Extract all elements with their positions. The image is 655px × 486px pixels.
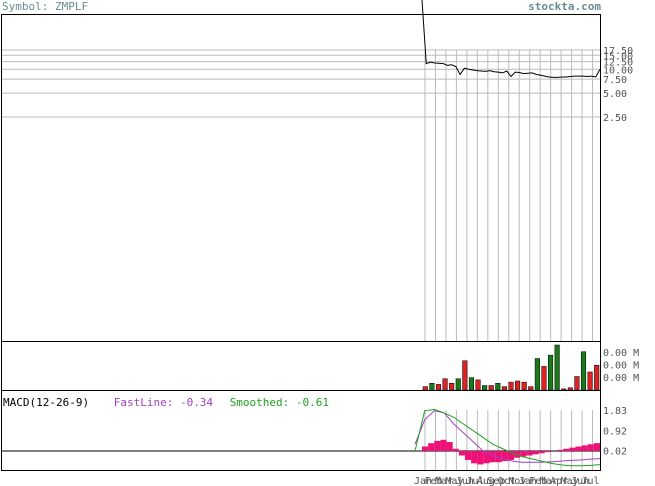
month-label: Jan bbox=[414, 476, 432, 486]
volume-bar bbox=[468, 377, 474, 391]
price-panel-frame bbox=[1, 14, 601, 342]
volume-bar bbox=[429, 383, 435, 391]
volume-bar bbox=[567, 387, 573, 391]
price-axis-label: 17.50 bbox=[603, 46, 633, 57]
macd-fast-line bbox=[414, 410, 601, 463]
volume-bar bbox=[449, 383, 455, 391]
macd-histogram-bar bbox=[495, 451, 502, 463]
month-label: Feb bbox=[424, 476, 442, 486]
macd-histogram-bar bbox=[471, 451, 478, 464]
macd-histogram-bar bbox=[538, 451, 545, 454]
macd-histogram-bar bbox=[526, 451, 533, 456]
volume-bar bbox=[442, 378, 448, 391]
volume-bar bbox=[515, 380, 521, 391]
month-label: Jun bbox=[456, 476, 474, 486]
month-label: Aug bbox=[477, 476, 495, 486]
volume-bar bbox=[501, 386, 507, 391]
macd-histogram-bar bbox=[422, 446, 429, 451]
macd-title-row: MACD(12-26-9) FastLine: -0.34 Smoothed: … bbox=[3, 396, 329, 409]
macd-histogram-bar bbox=[575, 446, 582, 451]
macd-axis-label: 0.92 bbox=[603, 426, 627, 437]
macd-panel-frame bbox=[1, 390, 601, 471]
price-axis-label: 5.00 bbox=[603, 89, 627, 100]
macd-histogram-bar bbox=[563, 448, 570, 451]
volume-bar bbox=[495, 383, 501, 391]
macd-histogram-bar bbox=[581, 445, 588, 451]
macd-histogram-bar bbox=[440, 439, 447, 451]
month-label: May bbox=[561, 476, 579, 486]
macd-histogram-bar bbox=[532, 451, 539, 455]
macd-histogram-bar bbox=[477, 451, 484, 465]
price-axis-label: 15.00 bbox=[603, 51, 633, 62]
price-axis-label: 7.50 bbox=[603, 75, 627, 86]
price-axis-label: 12.50 bbox=[603, 58, 633, 69]
macd-label: MACD(12-26-9) bbox=[3, 396, 90, 409]
volume-bar bbox=[541, 366, 547, 391]
macd-smooth-line bbox=[414, 409, 601, 467]
month-label: Jul bbox=[466, 476, 484, 486]
macd-histogram-bar bbox=[544, 451, 551, 453]
volume-axis-label: 0.00 M bbox=[603, 373, 639, 384]
volume-bar bbox=[488, 385, 494, 391]
macd-histogram-bar bbox=[452, 448, 459, 451]
macd-histogram-bar bbox=[557, 449, 564, 451]
volume-bar bbox=[528, 386, 534, 391]
volume-bar bbox=[594, 365, 600, 391]
volume-bar bbox=[561, 388, 567, 391]
macd-histogram-bar bbox=[458, 451, 465, 456]
volume-bar bbox=[508, 381, 514, 391]
volume-bar bbox=[534, 358, 540, 391]
volume-axis-label: 0.00 M bbox=[603, 361, 639, 372]
macd-histogram-bar bbox=[501, 451, 508, 462]
macd-smoothed-label: Smoothed: -0.61 bbox=[229, 396, 330, 409]
macd-histogram-bar bbox=[464, 451, 472, 460]
month-label: Oct bbox=[498, 476, 516, 486]
macd-histogram-bar bbox=[483, 451, 490, 464]
volume-bar bbox=[462, 360, 468, 391]
symbol-label: Symbol: ZMPLF bbox=[2, 0, 89, 13]
month-label: Jan bbox=[519, 476, 537, 486]
macd-histogram-bar bbox=[587, 444, 594, 451]
volume-bar bbox=[475, 379, 481, 391]
month-label: Apr bbox=[550, 476, 568, 486]
volume-bar bbox=[587, 371, 593, 391]
volume-bar bbox=[580, 351, 587, 391]
month-label: Feb bbox=[529, 476, 547, 486]
volume-bar bbox=[548, 354, 554, 391]
macd-histogram-bar bbox=[569, 447, 576, 451]
macd-histogram-bar bbox=[520, 451, 527, 457]
price-axis-label: 2.50 bbox=[603, 113, 627, 124]
macd-histogram-bar bbox=[507, 451, 515, 460]
macd-axis-label: 0.02 bbox=[603, 447, 627, 458]
volume-bar bbox=[521, 381, 527, 391]
price-line bbox=[421, 0, 601, 78]
volume-bar bbox=[574, 376, 580, 391]
volume-bar bbox=[435, 384, 442, 391]
volume-bar bbox=[455, 378, 461, 391]
volume-bar bbox=[482, 385, 488, 391]
volume-bar bbox=[422, 386, 428, 391]
macd-histogram-bar bbox=[446, 442, 453, 451]
macd-histogram-bar bbox=[593, 443, 600, 451]
macd-histogram-bar bbox=[428, 443, 435, 451]
macd-histogram-bar bbox=[434, 440, 441, 451]
month-label: Jun bbox=[571, 476, 589, 486]
volume-axis-label: 0.00 M bbox=[603, 348, 639, 359]
month-label: Nov bbox=[508, 476, 526, 486]
month-label: Mar bbox=[540, 476, 558, 486]
month-label: Mar bbox=[435, 476, 453, 486]
macd-fastline-label: FastLine: -0.34 bbox=[113, 396, 214, 409]
site-link[interactable]: stockta.com bbox=[528, 0, 601, 13]
macd-axis-label: 1.83 bbox=[603, 406, 627, 417]
volume-bar bbox=[554, 344, 560, 391]
price-axis-label: 10.00 bbox=[603, 65, 633, 76]
macd-histogram-bar bbox=[489, 451, 496, 463]
month-label: Jul bbox=[582, 476, 600, 486]
month-label: Sep bbox=[487, 476, 505, 486]
month-label: May bbox=[445, 476, 463, 486]
